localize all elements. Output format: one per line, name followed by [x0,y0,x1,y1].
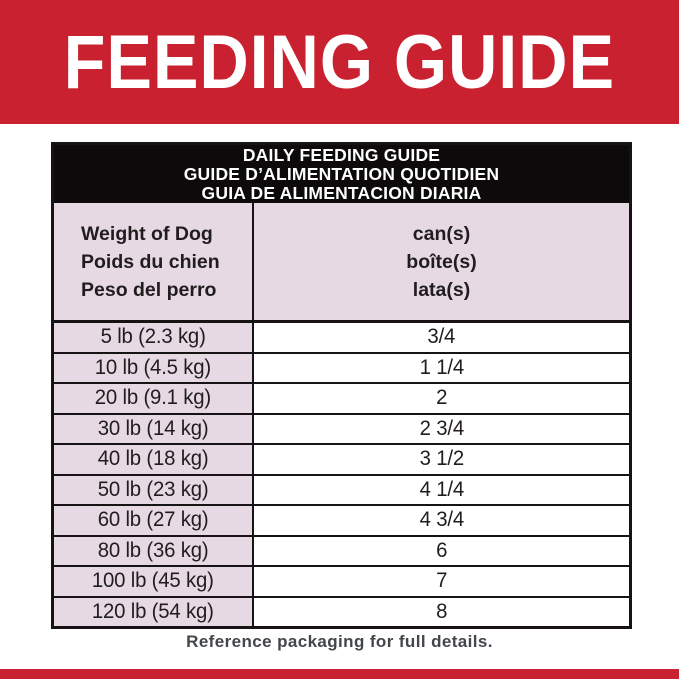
weight-value: 20 lb (9.1 kg) [94,386,212,410]
weight-value: 100 lb (45 kg) [92,569,214,593]
table-row: 5 lb (2.3 kg) 3/4 [54,323,629,352]
cans-value: 3/4 [427,325,456,349]
cans-value: 2 3/4 [419,416,464,440]
weight-value: 80 lb (36 kg) [97,538,209,562]
cans-cell: 1 1/4 [254,353,629,382]
weight-cell: 100 lb (45 kg) [54,567,254,596]
cans-header-line-fr: boîte(s) [406,250,477,273]
cans-cell: 4 3/4 [254,506,629,535]
cans-value: 4 1/4 [419,477,464,501]
cans-header-line-en: can(s) [412,222,471,245]
weight-header-line-es: Peso del perro [81,278,217,301]
cans-value: 1 1/4 [419,355,464,379]
cans-value: 4 3/4 [419,508,464,532]
weight-cell: 5 lb (2.3 kg) [54,323,254,352]
weight-cell: 30 lb (14 kg) [54,414,254,443]
cans-value: 6 [435,538,448,562]
table-row: 40 lb (18 kg) 3 1/2 [54,443,629,474]
cans-value: 3 1/2 [419,447,464,471]
weight-value: 30 lb (14 kg) [97,416,209,440]
table-row: 100 lb (45 kg) 7 [54,565,629,596]
cans-cell: 3/4 [254,323,629,352]
weight-cell: 120 lb (54 kg) [54,597,254,626]
weight-cell: 40 lb (18 kg) [54,445,254,474]
weight-value: 50 lb (23 kg) [97,477,209,501]
banner-title: FEEDING GUIDE [63,19,616,105]
cans-value: 7 [435,569,448,593]
cans-cell: 2 3/4 [254,414,629,443]
cans-cell: 2 [254,384,629,413]
cans-value: 2 [435,386,448,410]
banner: FEEDING GUIDE [0,0,679,124]
weight-cell: 10 lb (4.5 kg) [54,353,254,382]
cans-header-cell: can(s) boîte(s) lata(s) [254,203,629,320]
bottom-red-bar [0,669,679,679]
weight-header-line-en: Weight of Dog [81,222,213,245]
table-row: 30 lb (14 kg) 2 3/4 [54,412,629,443]
table-header-row: Weight of Dog Poids du chien Peso del pe… [54,203,629,323]
cans-header-line-es: lata(s) [412,278,471,301]
table-row: 10 lb (4.5 kg) 1 1/4 [54,351,629,382]
table-title-line-fr: GUIDE D’ALIMENTATION QUOTIDIEN [183,163,500,184]
table-title-line-en: DAILY FEEDING GUIDE [242,144,441,165]
feeding-table: DAILY FEEDING GUIDE GUIDE D’ALIMENTATION… [51,142,632,629]
cans-cell: 7 [254,567,629,596]
cans-cell: 8 [254,597,629,626]
weight-value: 60 lb (27 kg) [97,508,209,532]
weight-cell: 20 lb (9.1 kg) [54,384,254,413]
weight-cell: 50 lb (23 kg) [54,475,254,504]
weight-header-line-fr: Poids du chien [81,250,220,273]
weight-cell: 60 lb (27 kg) [54,506,254,535]
cans-cell: 6 [254,536,629,565]
footnote: Reference packaging for full details. [186,632,493,651]
table-row: 20 lb (9.1 kg) 2 [54,382,629,413]
weight-value: 40 lb (18 kg) [97,447,209,471]
table-row: 50 lb (23 kg) 4 1/4 [54,473,629,504]
cans-value: 8 [435,599,448,623]
table-row: 120 lb (54 kg) 8 [54,595,629,626]
cans-cell: 3 1/2 [254,445,629,474]
table-title-line-es: GUIA DE ALIMENTACION DIARIA [201,182,482,203]
table-title: DAILY FEEDING GUIDE GUIDE D’ALIMENTATION… [54,145,629,203]
table-body: 5 lb (2.3 kg) 3/4 10 lb (4.5 kg) 1 1/4 2… [54,323,629,626]
weight-value: 10 lb (4.5 kg) [94,355,212,379]
weight-cell: 80 lb (36 kg) [54,536,254,565]
table-row: 80 lb (36 kg) 6 [54,534,629,565]
weight-value: 5 lb (2.3 kg) [100,325,206,349]
table-row: 60 lb (27 kg) 4 3/4 [54,504,629,535]
weight-header-cell: Weight of Dog Poids du chien Peso del pe… [54,203,254,320]
cans-cell: 4 1/4 [254,475,629,504]
weight-value: 120 lb (54 kg) [92,599,214,623]
